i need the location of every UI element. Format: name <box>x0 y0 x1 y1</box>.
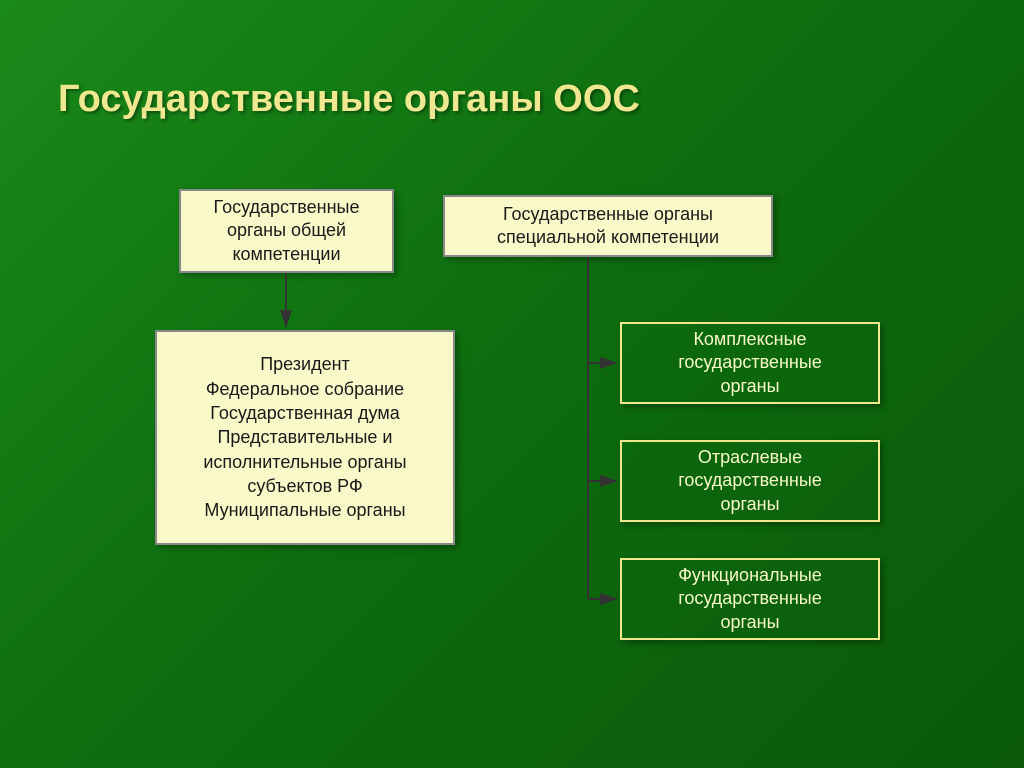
node-special-competence-label: Государственные органы специальной компе… <box>487 195 729 258</box>
text-line: исполнительные органы <box>203 452 406 472</box>
text-line: государственные <box>678 352 822 372</box>
node-authorities-list: Президент Федеральное собрание Государст… <box>155 330 455 545</box>
node-complex-organs: Комплексные государственные органы <box>620 322 880 404</box>
text-line: Президент <box>260 354 350 374</box>
text-line: специальной компетенции <box>497 227 719 247</box>
text-line: субъектов РФ <box>247 476 362 496</box>
page-title: Государственные органы ООС <box>58 78 640 121</box>
text-line: государственные <box>678 470 822 490</box>
text-line: органы <box>720 494 779 514</box>
text-line: Государственные органы <box>503 204 713 224</box>
text-line: Комплексные <box>693 329 806 349</box>
node-authorities-list-label: Президент Федеральное собрание Государст… <box>187 338 422 536</box>
text-line: Функциональные <box>678 565 822 585</box>
text-line: органы общей <box>227 220 346 240</box>
text-line: органы <box>720 612 779 632</box>
text-line: Государственная дума <box>210 403 399 423</box>
text-line: Муниципальные органы <box>204 500 405 520</box>
text-line: Представительные и <box>217 427 392 447</box>
text-line: органы <box>720 376 779 396</box>
node-complex-organs-label: Комплексные государственные органы <box>670 324 830 402</box>
node-special-competence: Государственные органы специальной компе… <box>443 195 773 257</box>
text-line: компетенции <box>232 244 340 264</box>
node-branch-organs-label: Отраслевые государственные органы <box>670 442 830 520</box>
node-functional-organs-label: Функциональные государственные органы <box>670 560 830 638</box>
node-general-competence: Государственные органы общей компетенции <box>179 189 394 273</box>
node-general-competence-label: Государственные органы общей компетенции <box>204 188 370 274</box>
text-line: государственные <box>678 588 822 608</box>
node-functional-organs: Функциональные государственные органы <box>620 558 880 640</box>
text-line: Отраслевые <box>698 447 802 467</box>
text-line: Федеральное собрание <box>206 379 404 399</box>
node-branch-organs: Отраслевые государственные органы <box>620 440 880 522</box>
text-line: Государственные <box>214 197 360 217</box>
